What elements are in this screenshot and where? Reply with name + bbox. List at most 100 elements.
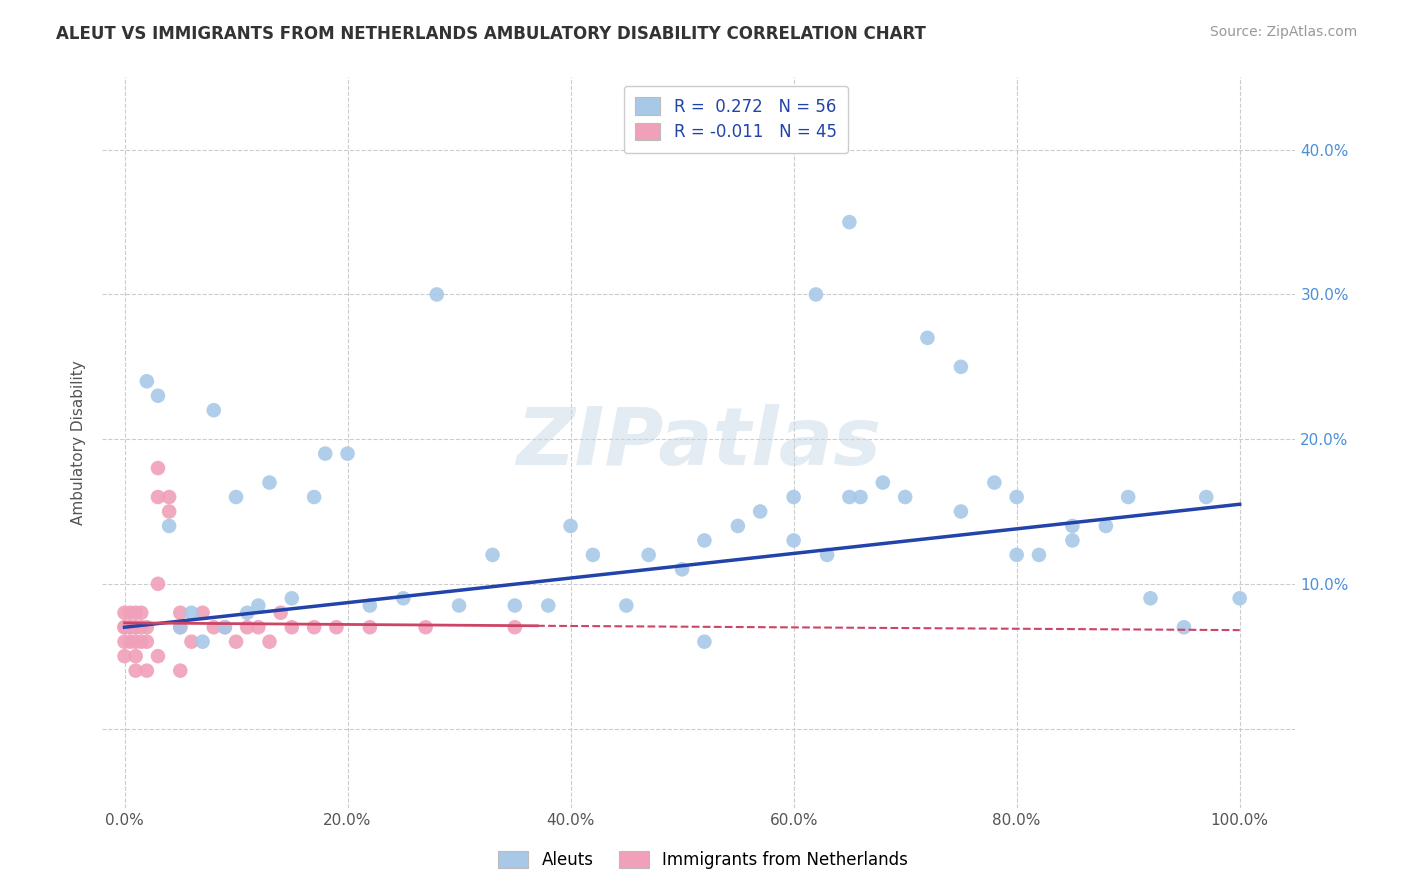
Point [191, 634, 214, 648]
Text: Source: ZipAtlas.com: Source: ZipAtlas.com [1209, 25, 1357, 39]
Point [236, 620, 259, 634]
Point [749, 504, 772, 518]
Point [281, 591, 304, 606]
Point [129, 620, 152, 634]
Point [325, 620, 347, 634]
Point [359, 599, 381, 613]
Point [872, 475, 894, 490]
Y-axis label: Ambulatory Disability: Ambulatory Disability [72, 360, 86, 525]
Point [426, 287, 449, 301]
Point [114, 620, 136, 634]
Point [124, 606, 146, 620]
Point [114, 649, 136, 664]
Point [1028, 548, 1050, 562]
Point [1116, 490, 1139, 504]
Point [146, 389, 169, 403]
Point [1229, 591, 1251, 606]
Point [247, 620, 270, 634]
Point [359, 620, 381, 634]
Point [1062, 533, 1084, 548]
Point [120, 634, 142, 648]
Point [129, 634, 152, 648]
Point [120, 606, 142, 620]
Point [236, 606, 259, 620]
Point [983, 475, 1005, 490]
Point [503, 620, 526, 634]
Text: ALEUT VS IMMIGRANTS FROM NETHERLANDS AMBULATORY DISABILITY CORRELATION CHART: ALEUT VS IMMIGRANTS FROM NETHERLANDS AMB… [56, 25, 927, 43]
Point [214, 620, 236, 634]
Point [1005, 548, 1028, 562]
Point [917, 331, 939, 345]
Point [214, 620, 236, 634]
Point [693, 634, 716, 648]
Point [146, 461, 169, 475]
Legend: Aleuts, Immigrants from Netherlands: Aleuts, Immigrants from Netherlands [488, 841, 918, 880]
Point [949, 359, 972, 374]
Point [302, 490, 325, 504]
Point [169, 620, 191, 634]
Point [114, 606, 136, 620]
Point [157, 490, 180, 504]
Point [782, 533, 804, 548]
Point [259, 475, 281, 490]
Point [146, 577, 169, 591]
Point [449, 599, 471, 613]
Point [560, 519, 582, 533]
Point [503, 599, 526, 613]
Point [1195, 490, 1218, 504]
Point [202, 620, 225, 634]
Point [614, 599, 637, 613]
Point [135, 620, 157, 634]
Point [838, 215, 860, 229]
Point [415, 620, 437, 634]
Point [949, 504, 972, 518]
Point [124, 664, 146, 678]
Point [1095, 519, 1118, 533]
Point [114, 634, 136, 648]
Point [180, 606, 202, 620]
Point [1139, 591, 1161, 606]
Point [157, 519, 180, 533]
Point [146, 490, 169, 504]
Point [537, 599, 560, 613]
Point [169, 620, 191, 634]
Point [146, 649, 169, 664]
Point [270, 606, 292, 620]
Point [124, 620, 146, 634]
Point [169, 664, 191, 678]
Point [693, 533, 716, 548]
Point [1173, 620, 1195, 634]
Point [247, 599, 270, 613]
Point [259, 634, 281, 648]
Point [120, 620, 142, 634]
Point [894, 490, 917, 504]
Point [135, 634, 157, 648]
Text: ZIPatlas: ZIPatlas [516, 404, 882, 482]
Point [135, 664, 157, 678]
Point [1005, 490, 1028, 504]
Point [120, 620, 142, 634]
Point [124, 649, 146, 664]
Point [202, 403, 225, 417]
Point [671, 562, 693, 576]
Point [849, 490, 872, 504]
Point [637, 548, 659, 562]
Point [336, 447, 359, 461]
Point [582, 548, 605, 562]
Point [302, 620, 325, 634]
Point [1062, 519, 1084, 533]
Point [727, 519, 749, 533]
Point [124, 620, 146, 634]
Point [169, 606, 191, 620]
Legend: R =  0.272   N = 56, R = -0.011   N = 45: R = 0.272 N = 56, R = -0.011 N = 45 [624, 86, 848, 153]
Point [114, 620, 136, 634]
Point [191, 606, 214, 620]
Point [180, 634, 202, 648]
Point [225, 490, 247, 504]
Point [782, 490, 804, 504]
Point [838, 490, 860, 504]
Point [124, 634, 146, 648]
Point [314, 447, 336, 461]
Point [135, 374, 157, 388]
Point [804, 287, 827, 301]
